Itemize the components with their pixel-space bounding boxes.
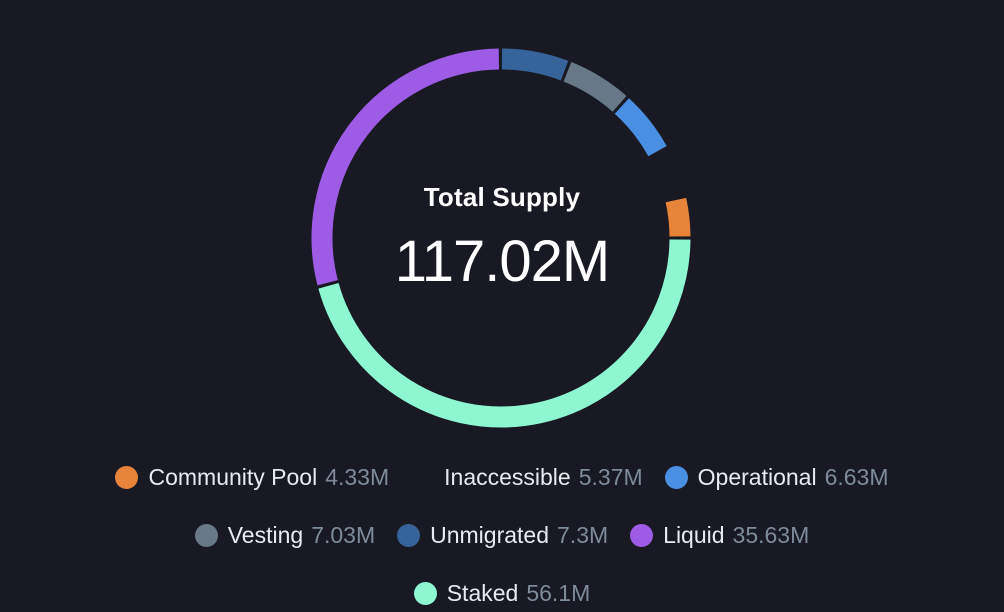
legend-value: 5.37M (578, 463, 643, 490)
legend-value: 7.3M (557, 521, 609, 548)
chart-legend: Community Pool 4.33M Inaccessible 5.37M Oper… (40, 462, 964, 608)
legend-item-unmigrated[interactable]: Unmigrated 7.3M (397, 520, 608, 550)
slice-vesting[interactable] (563, 62, 627, 112)
total-supply-value: 117.02M (394, 229, 610, 294)
slice-inaccessible[interactable] (649, 148, 686, 200)
legend-label: Staked (446, 579, 519, 606)
legend-swatch (413, 581, 437, 605)
legend-label: Inaccessible (444, 463, 571, 490)
legend-swatch (194, 523, 218, 547)
slice-community-pool[interactable] (665, 197, 691, 237)
slice-liquid[interactable] (311, 48, 499, 286)
slice-operational[interactable] (614, 98, 667, 157)
legend-item-vesting[interactable]: Vesting 7.03M (194, 520, 376, 550)
legend-label: Liquid (663, 521, 725, 548)
legend-value: 7.03M (311, 521, 376, 548)
donut-chart: Total Supply 117.02M (311, 48, 691, 428)
legend-swatch (411, 465, 435, 489)
legend-item-inaccessible[interactable]: Inaccessible 5.37M (411, 462, 643, 492)
legend-value: 4.33M (325, 463, 390, 490)
legend-item-operational[interactable]: Operational 6.63M (664, 462, 889, 492)
legend-item-liquid[interactable]: Liquid 35.63M (630, 520, 809, 550)
legend-value: 6.63M (824, 463, 889, 490)
legend-swatch (630, 523, 654, 547)
legend-value: 35.63M (732, 521, 810, 548)
chart-title: Total Supply (423, 182, 581, 212)
slice-unmigrated[interactable] (501, 48, 569, 81)
legend-swatch (664, 465, 688, 489)
legend-item-community-pool[interactable]: Community Pool 4.33M (115, 462, 389, 492)
slice-staked[interactable] (318, 239, 691, 428)
legend-item-staked[interactable]: Staked 56.1M (413, 578, 591, 608)
legend-label: Operational (697, 463, 817, 490)
legend-value: 56.1M (526, 579, 591, 606)
donut-svg (311, 48, 691, 428)
legend-label: Vesting (227, 521, 304, 548)
legend-swatch (397, 523, 421, 547)
legend-label: Unmigrated (430, 521, 550, 548)
legend-swatch (115, 465, 139, 489)
legend-label: Community Pool (148, 463, 318, 490)
